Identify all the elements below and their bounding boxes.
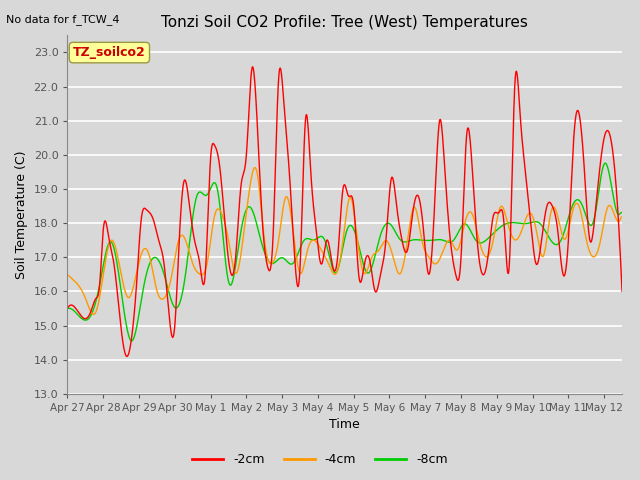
Text: TZ_soilco2: TZ_soilco2	[73, 46, 146, 59]
Text: No data for f_TCW_4: No data for f_TCW_4	[6, 14, 120, 25]
X-axis label: Time: Time	[330, 419, 360, 432]
Y-axis label: Soil Temperature (C): Soil Temperature (C)	[15, 150, 28, 279]
Legend: -2cm, -4cm, -8cm: -2cm, -4cm, -8cm	[187, 448, 453, 471]
Title: Tonzi Soil CO2 Profile: Tree (West) Temperatures: Tonzi Soil CO2 Profile: Tree (West) Temp…	[161, 15, 528, 30]
